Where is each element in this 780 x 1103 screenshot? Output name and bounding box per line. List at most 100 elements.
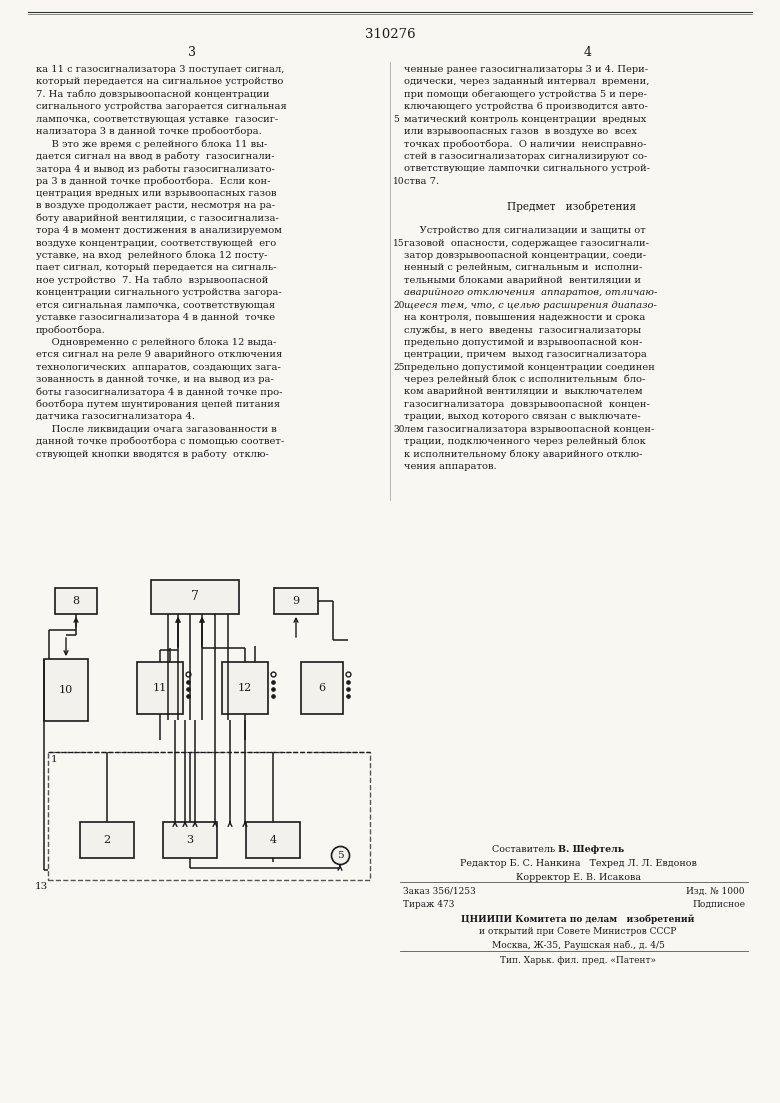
Text: 5: 5 <box>337 850 343 859</box>
Text: ком аварийной вентиляции и  выключателем: ком аварийной вентиляции и выключателем <box>404 387 643 396</box>
Text: боту аварийной вентиляции, с газосигнализа-: боту аварийной вентиляции, с газосигнали… <box>36 214 279 223</box>
Bar <box>137 662 183 714</box>
Text: аварийного отключения  аппаратов, отличаю-: аварийного отключения аппаратов, отличаю… <box>404 288 658 297</box>
Text: зованность в данной точке, и на вывод из ра-: зованность в данной точке, и на вывод из… <box>36 375 274 384</box>
Text: датчика газосигнализатора 4.: датчика газосигнализатора 4. <box>36 413 195 421</box>
Text: Составитель: Составитель <box>492 845 558 854</box>
Text: центрация вредных или взрывоопасных газов: центрация вредных или взрывоопасных газо… <box>36 189 276 199</box>
Text: уставке газосигнализатора 4 в данной  точке: уставке газосигнализатора 4 в данной точ… <box>36 313 275 322</box>
Text: 7: 7 <box>191 590 199 603</box>
Text: лампочка, соответствующая уставке  газосиг-: лампочка, соответствующая уставке газоси… <box>36 115 278 124</box>
Text: ответствующие лампочки сигнального устрой-: ответствующие лампочки сигнального устро… <box>404 164 650 173</box>
Text: чения аппаратов.: чения аппаратов. <box>404 462 497 471</box>
Text: на контроля, повышения надежности и срока: на контроля, повышения надежности и срок… <box>404 313 645 322</box>
Text: 12: 12 <box>238 683 252 693</box>
Text: 2: 2 <box>104 835 111 845</box>
Text: который передается на сигнальное устройство: который передается на сигнальное устройс… <box>36 77 283 86</box>
Text: предельно допустимой и взрывоопасной кон-: предельно допустимой и взрывоопасной кон… <box>404 338 643 346</box>
Text: 10: 10 <box>58 685 73 695</box>
Text: ненный с релейным, сигнальным и  исполни-: ненный с релейным, сигнальным и исполни- <box>404 264 643 272</box>
Text: Корректор Е. В. Исакова: Корректор Е. В. Исакова <box>516 872 640 882</box>
Text: 7. На табло довзрывоопасной концентрации: 7. На табло довзрывоопасной концентрации <box>36 89 270 99</box>
Bar <box>163 822 217 858</box>
Text: 10: 10 <box>393 178 405 186</box>
Bar <box>151 580 239 614</box>
Text: боотбора путем шунтирования цепей питания: боотбора путем шунтирования цепей питани… <box>36 399 280 409</box>
Text: службы, в него  введены  газосигнализаторы: службы, в него введены газосигнализаторы <box>404 325 641 335</box>
Text: Подписное: Подписное <box>692 900 745 909</box>
Text: пает сигнал, который передается на сигналь-: пает сигнал, который передается на сигна… <box>36 264 276 272</box>
Text: тора 4 в момент достижения в анализируемом: тора 4 в момент достижения в анализируем… <box>36 226 282 235</box>
Text: ра 3 в данной точке пробоотбора.  Если кон-: ра 3 в данной точке пробоотбора. Если ко… <box>36 176 271 186</box>
Bar <box>44 658 88 721</box>
Text: 25: 25 <box>393 363 405 372</box>
Text: пробоотбора.: пробоотбора. <box>36 325 106 335</box>
Bar <box>246 822 300 858</box>
Text: затор довзрывоопасной концентрации, соеди-: затор довзрывоопасной концентрации, соед… <box>404 251 646 260</box>
Text: Предмет   изобретения: Предмет изобретения <box>508 202 636 213</box>
Text: дается сигнал на ввод в работу  газосигнали-: дается сигнал на ввод в работу газосигна… <box>36 152 275 161</box>
Text: ется сигнал на реле 9 аварийного отключения: ется сигнал на реле 9 аварийного отключе… <box>36 350 282 360</box>
Text: боты газосигнализатора 4 в данной точке про-: боты газосигнализатора 4 в данной точке … <box>36 387 282 397</box>
Text: 9: 9 <box>292 596 300 606</box>
Text: ствующей кнопки вводятся в работу  отклю-: ствующей кнопки вводятся в работу отклю- <box>36 449 269 459</box>
Text: 8: 8 <box>73 596 80 606</box>
Text: В это же время с релейного блока 11 вы-: В это же время с релейного блока 11 вы- <box>36 139 268 149</box>
Text: 1: 1 <box>51 754 58 764</box>
Text: концентрации сигнального устройства загора-: концентрации сигнального устройства заго… <box>36 288 282 297</box>
Text: данной точке пробоотбора с помощью соответ-: данной точке пробоотбора с помощью соотв… <box>36 437 284 447</box>
Text: сигнального устройства загорается сигнальная: сигнального устройства загорается сигнал… <box>36 103 287 111</box>
Text: ства 7.: ства 7. <box>404 176 439 185</box>
Text: уставке, на вход  релейного блока 12 посту-: уставке, на вход релейного блока 12 пост… <box>36 251 268 260</box>
Text: точках пробоотбора.  О наличии  неисправно-: точках пробоотбора. О наличии неисправно… <box>404 139 647 149</box>
Text: стей в газосигнализаторах сигнализируют со-: стей в газосигнализаторах сигнализируют … <box>404 152 647 161</box>
Text: ключающего устройства 6 производится авто-: ключающего устройства 6 производится авт… <box>404 103 648 111</box>
Text: затора 4 и вывод из работы газосигнализато-: затора 4 и вывод из работы газосигнализа… <box>36 164 275 173</box>
Text: Тираж 473: Тираж 473 <box>403 900 455 909</box>
Text: ЦНИИПИ Комитета по делам   изобретений: ЦНИИПИ Комитета по делам изобретений <box>461 914 695 923</box>
Text: щееся тем, что, с целью расширения диапазо-: щееся тем, что, с целью расширения диапа… <box>404 301 657 310</box>
Bar <box>55 588 97 614</box>
Text: 310276: 310276 <box>365 28 415 41</box>
Text: матический контроль концентрации  вредных: матический контроль концентрации вредных <box>404 115 647 124</box>
Text: 6: 6 <box>318 683 325 693</box>
Text: газосигнализатора  довзрывоопасной  концен-: газосигнализатора довзрывоопасной концен… <box>404 399 650 409</box>
Text: 15: 15 <box>393 239 405 248</box>
Text: одически, через заданный интервал  времени,: одически, через заданный интервал времен… <box>404 77 650 86</box>
Text: или взрывоопасных газов  в воздухе во  всех: или взрывоопасных газов в воздухе во все… <box>404 127 637 136</box>
Text: трации, подключенного через релейный блок: трации, подключенного через релейный бло… <box>404 437 646 447</box>
Text: ется сигнальная лампочка, соответствующая: ется сигнальная лампочка, соответствующа… <box>36 301 275 310</box>
Text: 5: 5 <box>393 115 399 124</box>
Text: при помощи обегающего устройства 5 и пере-: при помощи обегающего устройства 5 и пер… <box>404 89 647 99</box>
Text: предельно допустимой концентрации соединен: предельно допустимой концентрации соедин… <box>404 363 655 372</box>
Bar <box>274 588 318 614</box>
Bar <box>301 662 343 714</box>
Bar <box>222 662 268 714</box>
Text: Одновременно с релейного блока 12 выда-: Одновременно с релейного блока 12 выда- <box>36 338 276 347</box>
Text: 4: 4 <box>584 45 592 58</box>
Text: технологических  аппаратов, создающих зага-: технологических аппаратов, создающих заг… <box>36 363 281 372</box>
Text: ное устройство  7. На табло  взрывоопасной: ное устройство 7. На табло взрывоопасной <box>36 276 268 286</box>
Text: 3: 3 <box>188 45 196 58</box>
Bar <box>80 822 134 858</box>
Text: тельными блоками аварийной  вентиляции и: тельными блоками аварийной вентиляции и <box>404 276 641 286</box>
Text: в воздухе продолжает расти, несмотря на ра-: в воздухе продолжает расти, несмотря на … <box>36 202 275 211</box>
Text: Устройство для сигнализации и защиты от: Устройство для сигнализации и защиты от <box>404 226 646 235</box>
Text: воздухе концентрации, соответствующей  его: воздухе концентрации, соответствующей ег… <box>36 238 276 247</box>
Text: В. Шефтель: В. Шефтель <box>558 845 624 854</box>
Text: лем газосигнализатора взрывоопасной концен-: лем газосигнализатора взрывоопасной конц… <box>404 425 654 433</box>
Text: ка 11 с газосигнализатора 3 поступает сигнал,: ка 11 с газосигнализатора 3 поступает си… <box>36 65 285 74</box>
Text: ченные ранее газосигнализаторы 3 и 4. Пери-: ченные ранее газосигнализаторы 3 и 4. Пе… <box>404 65 648 74</box>
Text: нализатора 3 в данной точке пробоотбора.: нализатора 3 в данной точке пробоотбора. <box>36 127 262 137</box>
Text: 3: 3 <box>186 835 193 845</box>
Text: Редактор Б. С. Нанкина   Техред Л. Л. Евдонов: Редактор Б. С. Нанкина Техред Л. Л. Евдо… <box>459 859 697 868</box>
Text: Москва, Ж-35, Раушская наб., д. 4/5: Москва, Ж-35, Раушская наб., д. 4/5 <box>491 940 665 950</box>
Text: 4: 4 <box>269 835 277 845</box>
Text: После ликвидации очага загазованности в: После ликвидации очага загазованности в <box>36 425 277 433</box>
Text: Тип. Харьк. фил. пред. «Патент»: Тип. Харьк. фил. пред. «Патент» <box>500 956 656 965</box>
Text: через релейный блок с исполнительным  бло-: через релейный блок с исполнительным бло… <box>404 375 645 385</box>
Text: 11: 11 <box>153 683 167 693</box>
Text: Изд. № 1000: Изд. № 1000 <box>686 887 745 896</box>
Text: Заказ 356/1253: Заказ 356/1253 <box>403 887 476 896</box>
Text: 20: 20 <box>393 301 404 310</box>
